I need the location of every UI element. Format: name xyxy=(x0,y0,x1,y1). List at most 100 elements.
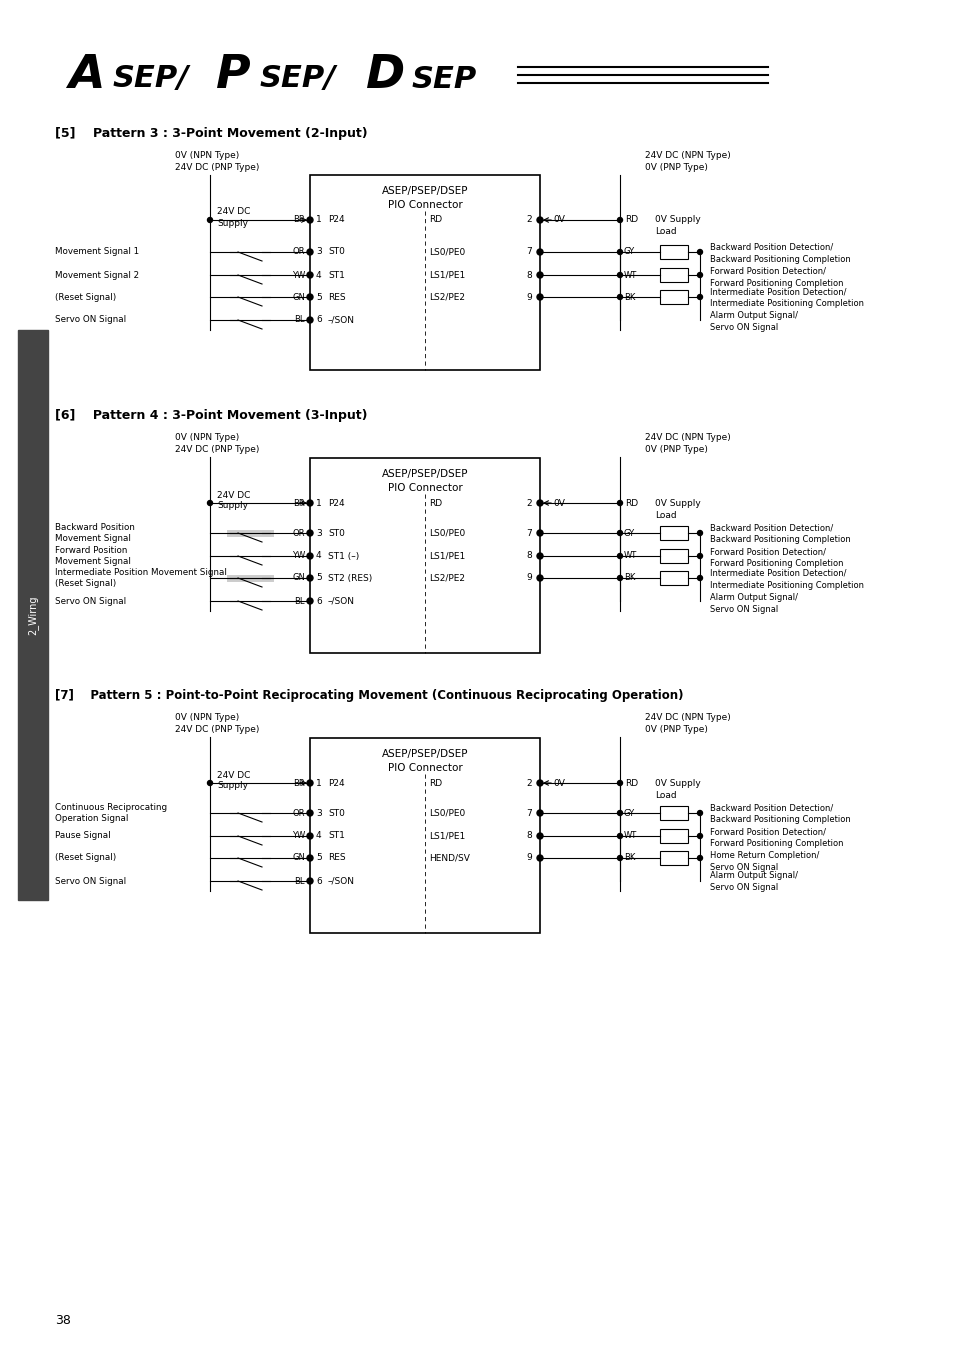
Text: Forward Position Detection/: Forward Position Detection/ xyxy=(709,548,825,556)
Circle shape xyxy=(307,531,313,536)
Text: GN: GN xyxy=(292,293,305,301)
Text: ST0: ST0 xyxy=(328,528,345,537)
Text: Backward Positioning Completion: Backward Positioning Completion xyxy=(709,255,850,263)
Text: Alarm Output Signal/: Alarm Output Signal/ xyxy=(709,872,797,880)
Text: 2_Wirng: 2_Wirng xyxy=(28,595,38,634)
Bar xyxy=(659,806,687,819)
Text: LS2/PE2: LS2/PE2 xyxy=(429,574,464,582)
Text: YW: YW xyxy=(292,270,305,279)
Text: A: A xyxy=(68,53,105,97)
Text: 8: 8 xyxy=(526,832,532,841)
Text: ASEP/PSEP/DSEP: ASEP/PSEP/DSEP xyxy=(381,186,468,196)
Bar xyxy=(659,290,687,304)
Text: 0V: 0V xyxy=(553,498,564,508)
Text: 24V DC: 24V DC xyxy=(216,490,250,500)
Bar xyxy=(310,458,539,653)
Circle shape xyxy=(697,575,701,580)
Text: RD: RD xyxy=(429,498,441,508)
Text: RD: RD xyxy=(429,216,441,224)
Text: LS2/PE2: LS2/PE2 xyxy=(429,293,464,301)
Text: GN: GN xyxy=(292,853,305,863)
Circle shape xyxy=(617,856,622,860)
Text: Backward Position Detection/: Backward Position Detection/ xyxy=(709,803,832,813)
Text: BR: BR xyxy=(293,498,305,508)
Text: 2: 2 xyxy=(526,779,532,787)
Text: –/SON: –/SON xyxy=(328,316,355,324)
Text: Forward Positioning Completion: Forward Positioning Completion xyxy=(709,559,842,568)
Circle shape xyxy=(617,273,622,278)
Text: 0V: 0V xyxy=(553,779,564,787)
Text: Forward Position Detection/: Forward Position Detection/ xyxy=(709,828,825,837)
Text: 0V: 0V xyxy=(553,216,564,224)
Text: 24V DC (NPN Type): 24V DC (NPN Type) xyxy=(644,150,730,159)
Text: –/SON: –/SON xyxy=(328,876,355,886)
Text: 38: 38 xyxy=(55,1314,71,1327)
Text: 0V (NPN Type): 0V (NPN Type) xyxy=(174,432,239,441)
Text: 3: 3 xyxy=(315,528,321,537)
Text: Forward Positioning Completion: Forward Positioning Completion xyxy=(709,840,842,849)
Text: SEP/: SEP/ xyxy=(112,65,190,93)
Text: Servo ON Signal: Servo ON Signal xyxy=(709,883,778,892)
Text: RES: RES xyxy=(328,293,345,301)
Text: 0V Supply: 0V Supply xyxy=(655,498,700,508)
Text: Servo ON Signal: Servo ON Signal xyxy=(55,876,126,886)
Text: P: P xyxy=(215,53,251,97)
Text: 0V (PNP Type): 0V (PNP Type) xyxy=(644,446,707,455)
Text: PIO Connector: PIO Connector xyxy=(387,763,462,774)
Text: Intermediate Position Detection/: Intermediate Position Detection/ xyxy=(709,288,845,297)
Circle shape xyxy=(537,554,542,559)
Text: Intermediate Positioning Completion: Intermediate Positioning Completion xyxy=(709,300,863,309)
Circle shape xyxy=(307,554,313,559)
Text: Backward Position Detection/: Backward Position Detection/ xyxy=(709,524,832,532)
Circle shape xyxy=(537,575,542,580)
Text: BK: BK xyxy=(623,574,635,582)
Text: Pause Signal: Pause Signal xyxy=(55,832,111,841)
Text: 0V Supply: 0V Supply xyxy=(655,779,700,787)
Text: [7]    Pattern 5 : Point-to-Point Reciprocating Movement (Continuous Reciprocati: [7] Pattern 5 : Point-to-Point Reciproca… xyxy=(55,688,682,702)
Text: 5: 5 xyxy=(315,293,321,301)
Text: SEP: SEP xyxy=(412,65,476,93)
Text: 1: 1 xyxy=(315,216,321,224)
Circle shape xyxy=(617,217,622,223)
Circle shape xyxy=(537,531,542,536)
Text: SEP/: SEP/ xyxy=(260,65,336,93)
Text: 3: 3 xyxy=(315,247,321,256)
Text: P24: P24 xyxy=(328,779,344,787)
Text: 24V DC: 24V DC xyxy=(216,771,250,779)
Text: Forward Position Detection/: Forward Position Detection/ xyxy=(709,266,825,275)
Circle shape xyxy=(307,598,313,603)
Circle shape xyxy=(617,250,622,255)
Text: 24V DC (PNP Type): 24V DC (PNP Type) xyxy=(174,163,259,173)
Text: RD: RD xyxy=(624,498,638,508)
Circle shape xyxy=(617,833,622,838)
Text: Backward Position
Movement Signal: Backward Position Movement Signal xyxy=(55,524,134,543)
Text: RD: RD xyxy=(429,779,441,787)
Text: ST1: ST1 xyxy=(328,270,345,279)
Circle shape xyxy=(697,273,701,278)
Circle shape xyxy=(307,833,313,838)
Circle shape xyxy=(208,501,213,505)
Circle shape xyxy=(307,500,313,506)
Text: ASEP/PSEP/DSEP: ASEP/PSEP/DSEP xyxy=(381,749,468,759)
Circle shape xyxy=(697,833,701,838)
Circle shape xyxy=(307,810,313,815)
Text: Backward Positioning Completion: Backward Positioning Completion xyxy=(709,815,850,825)
Text: Load: Load xyxy=(655,791,676,799)
Text: ASEP/PSEP/DSEP: ASEP/PSEP/DSEP xyxy=(381,468,468,479)
Text: ST0: ST0 xyxy=(328,247,345,256)
Text: 24V DC (PNP Type): 24V DC (PNP Type) xyxy=(174,446,259,455)
Text: WT: WT xyxy=(623,832,637,841)
Circle shape xyxy=(307,780,313,786)
Text: 6: 6 xyxy=(315,597,321,606)
Text: 4: 4 xyxy=(315,552,321,560)
Text: 4: 4 xyxy=(315,270,321,279)
Text: HEND/SV: HEND/SV xyxy=(429,853,470,863)
Text: –/SON: –/SON xyxy=(328,597,355,606)
Circle shape xyxy=(208,780,213,786)
Text: ST2 (RES): ST2 (RES) xyxy=(328,574,372,582)
Bar xyxy=(659,571,687,585)
Text: 2: 2 xyxy=(526,216,532,224)
Circle shape xyxy=(617,294,622,300)
Circle shape xyxy=(537,217,542,223)
Text: P24: P24 xyxy=(328,498,344,508)
